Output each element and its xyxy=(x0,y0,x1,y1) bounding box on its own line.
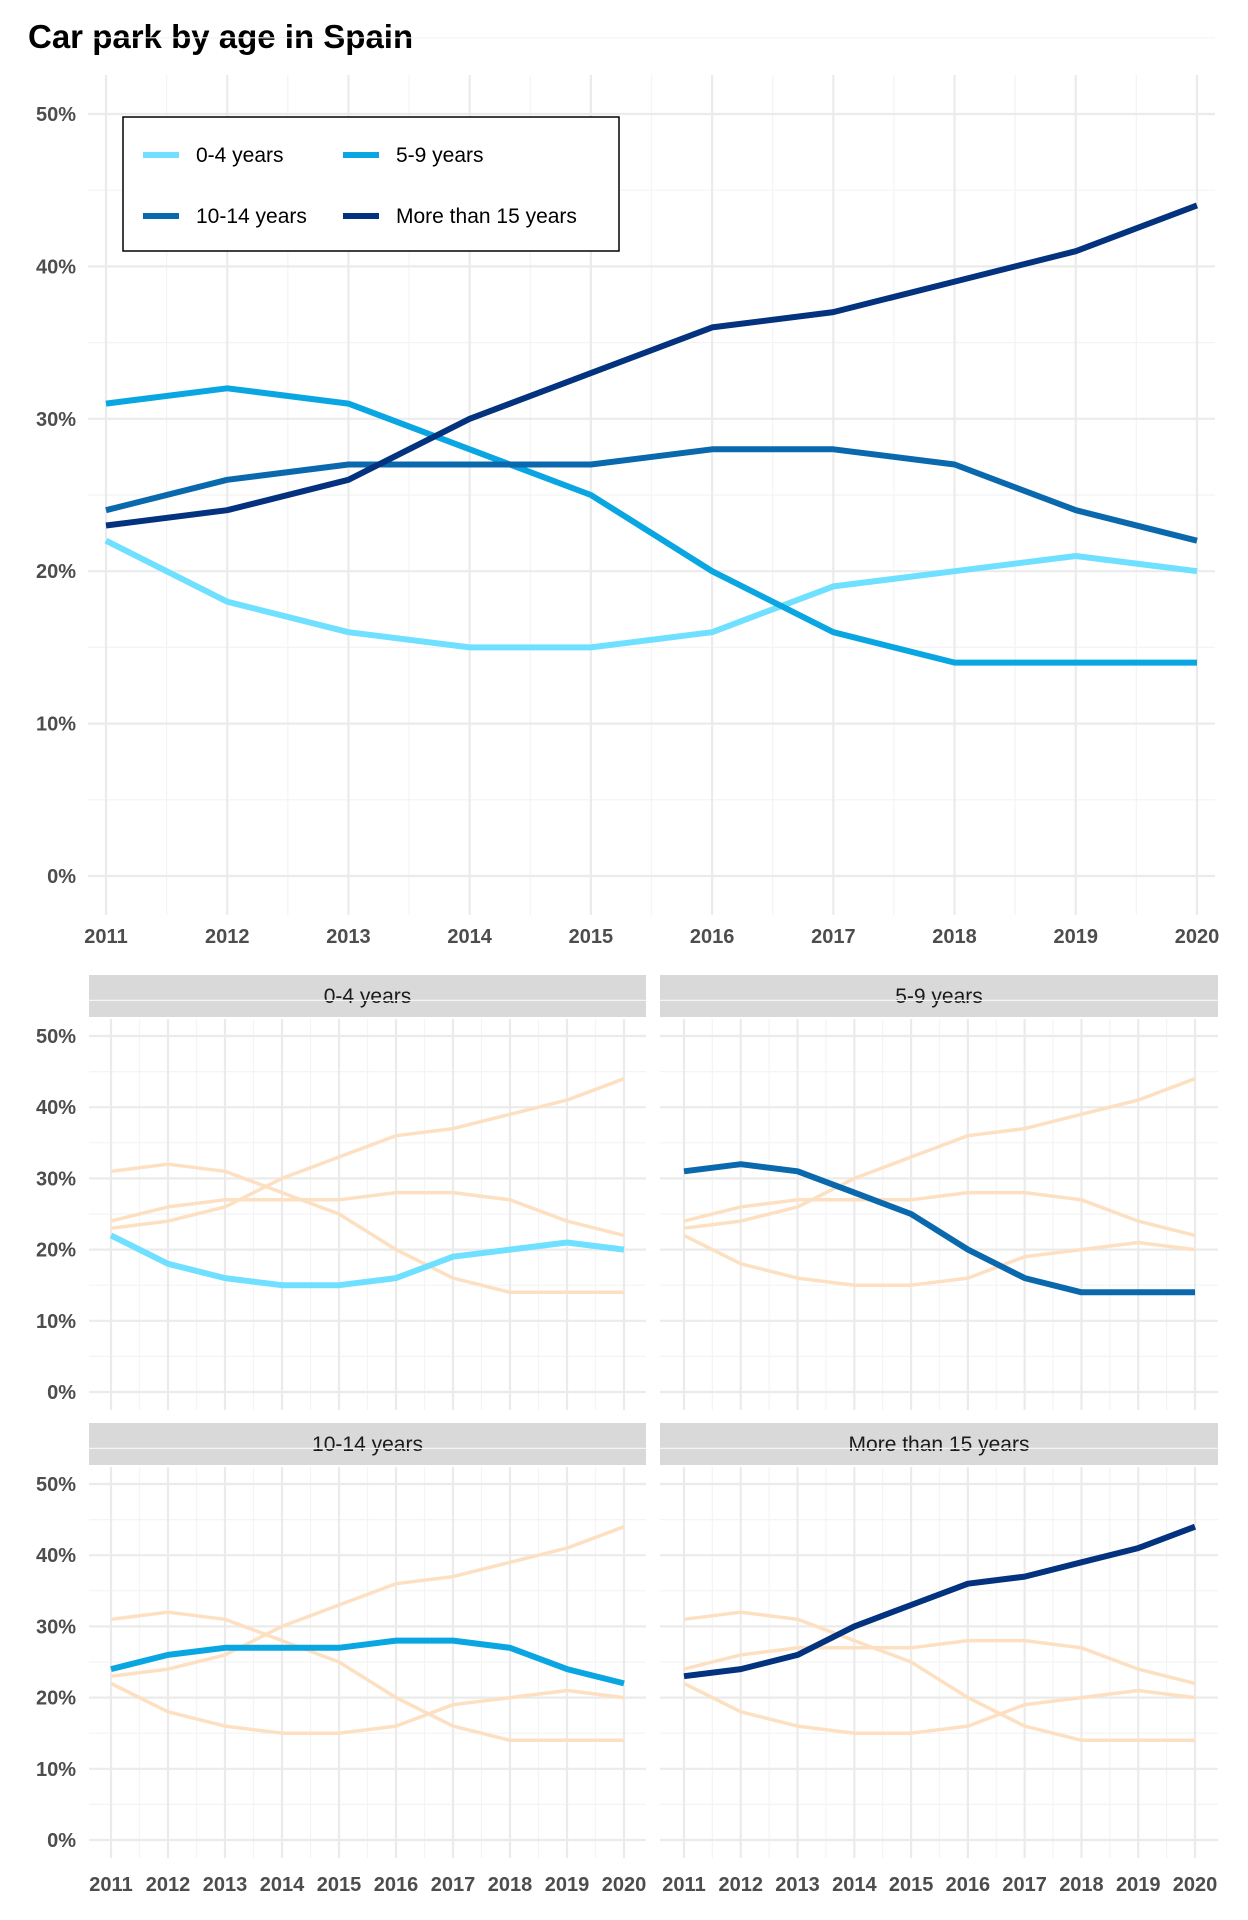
y-tick-label: 50% xyxy=(36,104,76,126)
background-line-5-9-years xyxy=(110,1610,624,1743)
x-tick-label: 2012 xyxy=(719,1874,764,1896)
x-tick-label: 2018 xyxy=(932,926,977,948)
facet-strip xyxy=(89,1423,646,1465)
x-tick-label: 2011 xyxy=(89,1874,132,1896)
x-tick-label: 2011 xyxy=(662,1874,705,1896)
y-tick-label: 20% xyxy=(36,1688,76,1710)
x-tick-label: 2020 xyxy=(1175,926,1220,948)
x-tick-label: 2013 xyxy=(203,1874,248,1896)
highlight-line-10-14-years xyxy=(110,1637,625,1687)
facet-strip-label: 5-9 years xyxy=(895,985,983,1008)
background-line-more-than-15-years xyxy=(683,1077,1196,1230)
background-line-10-14-years xyxy=(683,1638,1196,1686)
background-line-0-4-years xyxy=(110,1681,625,1735)
x-tick-label: 2015 xyxy=(317,1874,362,1896)
x-tick-label: 2015 xyxy=(889,1874,934,1896)
y-tick-label: 50% xyxy=(36,1474,76,1496)
background-line-more-than-15-years xyxy=(110,1077,625,1230)
y-tick-label: 0% xyxy=(47,866,76,888)
x-tick-label: 2017 xyxy=(431,1874,476,1896)
x-tick-label: 2014 xyxy=(832,1874,877,1896)
legend: 0-4 years 5-9 years 10-14 years More than 1… xyxy=(122,116,620,252)
facet-strip-label: 0-4 years xyxy=(324,985,412,1008)
facet-strip xyxy=(660,1423,1218,1465)
y-tick-label: 30% xyxy=(36,409,76,431)
x-tick-label: 2017 xyxy=(1002,1874,1047,1896)
legend-box xyxy=(122,116,620,252)
background-line-5-9-years xyxy=(110,1162,624,1295)
y-tick-label: 10% xyxy=(36,1311,76,1333)
y-tick-label: 0% xyxy=(47,1382,76,1404)
y-tick-label: 50% xyxy=(36,1026,76,1048)
background-line-0-4-years xyxy=(683,1233,1196,1287)
x-tick-label: 2019 xyxy=(1054,926,1099,948)
highlight-line-5-9-years xyxy=(683,1161,1195,1296)
chart-title: Car park by age in Spain xyxy=(28,18,414,55)
x-tick-label: 2012 xyxy=(146,1874,191,1896)
facet-strip-label: More than 15 years xyxy=(849,1433,1030,1456)
x-tick-label: 2020 xyxy=(602,1874,647,1896)
x-tick-label: 2018 xyxy=(1059,1874,1104,1896)
x-tick-label: 2016 xyxy=(946,1874,991,1896)
x-tick-label: 2020 xyxy=(1173,1874,1218,1896)
legend-label-10-14-years: 10-14 years xyxy=(196,205,307,228)
facet-panels: 0-4 years 0% 10% 20% 30% 40% 50% 5-9 years 10-14… xyxy=(36,975,1218,1896)
x-tick-label: 2012 xyxy=(205,926,250,948)
y-tick-label: 20% xyxy=(36,1240,76,1262)
facet-more-than-15-years: More than 15 years 2011 2012 2013 2014 2015 20… xyxy=(660,1423,1218,1896)
facet-10-14-years: 10-14 years 0% 10% 20% 30% 40% 50% 2011 2012 2013… xyxy=(36,1423,646,1896)
legend-label-more-than-15-years: More than 15 years xyxy=(396,205,577,228)
facet-5-9-years: 5-9 years xyxy=(660,975,1218,1410)
series-line-10-14-years xyxy=(105,446,1198,544)
highlight-line-0-4-years xyxy=(109,1232,625,1289)
x-tick-label: 2013 xyxy=(775,1874,820,1896)
x-tick-label: 2017 xyxy=(811,926,856,948)
facet-strip xyxy=(89,975,646,1017)
x-tick-label: 2019 xyxy=(545,1874,590,1896)
x-tick-label: 2019 xyxy=(1116,1874,1161,1896)
y-tick-label: 10% xyxy=(36,1759,76,1781)
x-tick-label: 2014 xyxy=(260,1874,305,1896)
background-line-more-than-15-years xyxy=(110,1525,625,1678)
facet-0-4-years: 0-4 years 0% 10% 20% 30% 40% 50% xyxy=(36,975,646,1410)
x-tick-label: 2016 xyxy=(374,1874,419,1896)
y-tick-label: 20% xyxy=(36,561,76,583)
x-tick-label: 2016 xyxy=(690,926,735,948)
x-tick-label: 2018 xyxy=(488,1874,533,1896)
facet-strip xyxy=(660,975,1218,1017)
facet-strip-label: 10-14 years xyxy=(312,1433,423,1456)
background-line-0-4-years xyxy=(683,1681,1196,1735)
background-line-10-14-years xyxy=(110,1190,625,1238)
legend-label-5-9-years: 5-9 years xyxy=(396,144,484,167)
series-line-5-9-years xyxy=(105,385,1197,666)
y-tick-label: 40% xyxy=(36,256,76,278)
y-tick-label: 30% xyxy=(36,1168,76,1190)
highlight-line-more-than-15-years xyxy=(683,1523,1197,1680)
background-line-10-14-years xyxy=(683,1190,1196,1238)
y-tick-label: 40% xyxy=(36,1097,76,1119)
y-tick-label: 0% xyxy=(47,1830,76,1852)
main-line-chart: 0% 10% 20% 30% 40% 50% 2011 2012 2013 2014 2015 201… xyxy=(36,37,1220,948)
x-tick-label: 2011 xyxy=(84,926,127,948)
legend-label-0-4-years: 0-4 years xyxy=(196,144,284,167)
series-line-0-4-years xyxy=(104,538,1198,651)
x-tick-label: 2015 xyxy=(569,926,614,948)
y-tick-label: 10% xyxy=(36,714,76,736)
background-line-5-9-years xyxy=(683,1610,1195,1743)
y-tick-label: 40% xyxy=(36,1545,76,1567)
x-tick-label: 2013 xyxy=(326,926,371,948)
x-tick-label: 2014 xyxy=(447,926,492,948)
series-line-more-than-15-years xyxy=(105,202,1199,529)
y-tick-label: 30% xyxy=(36,1616,76,1638)
